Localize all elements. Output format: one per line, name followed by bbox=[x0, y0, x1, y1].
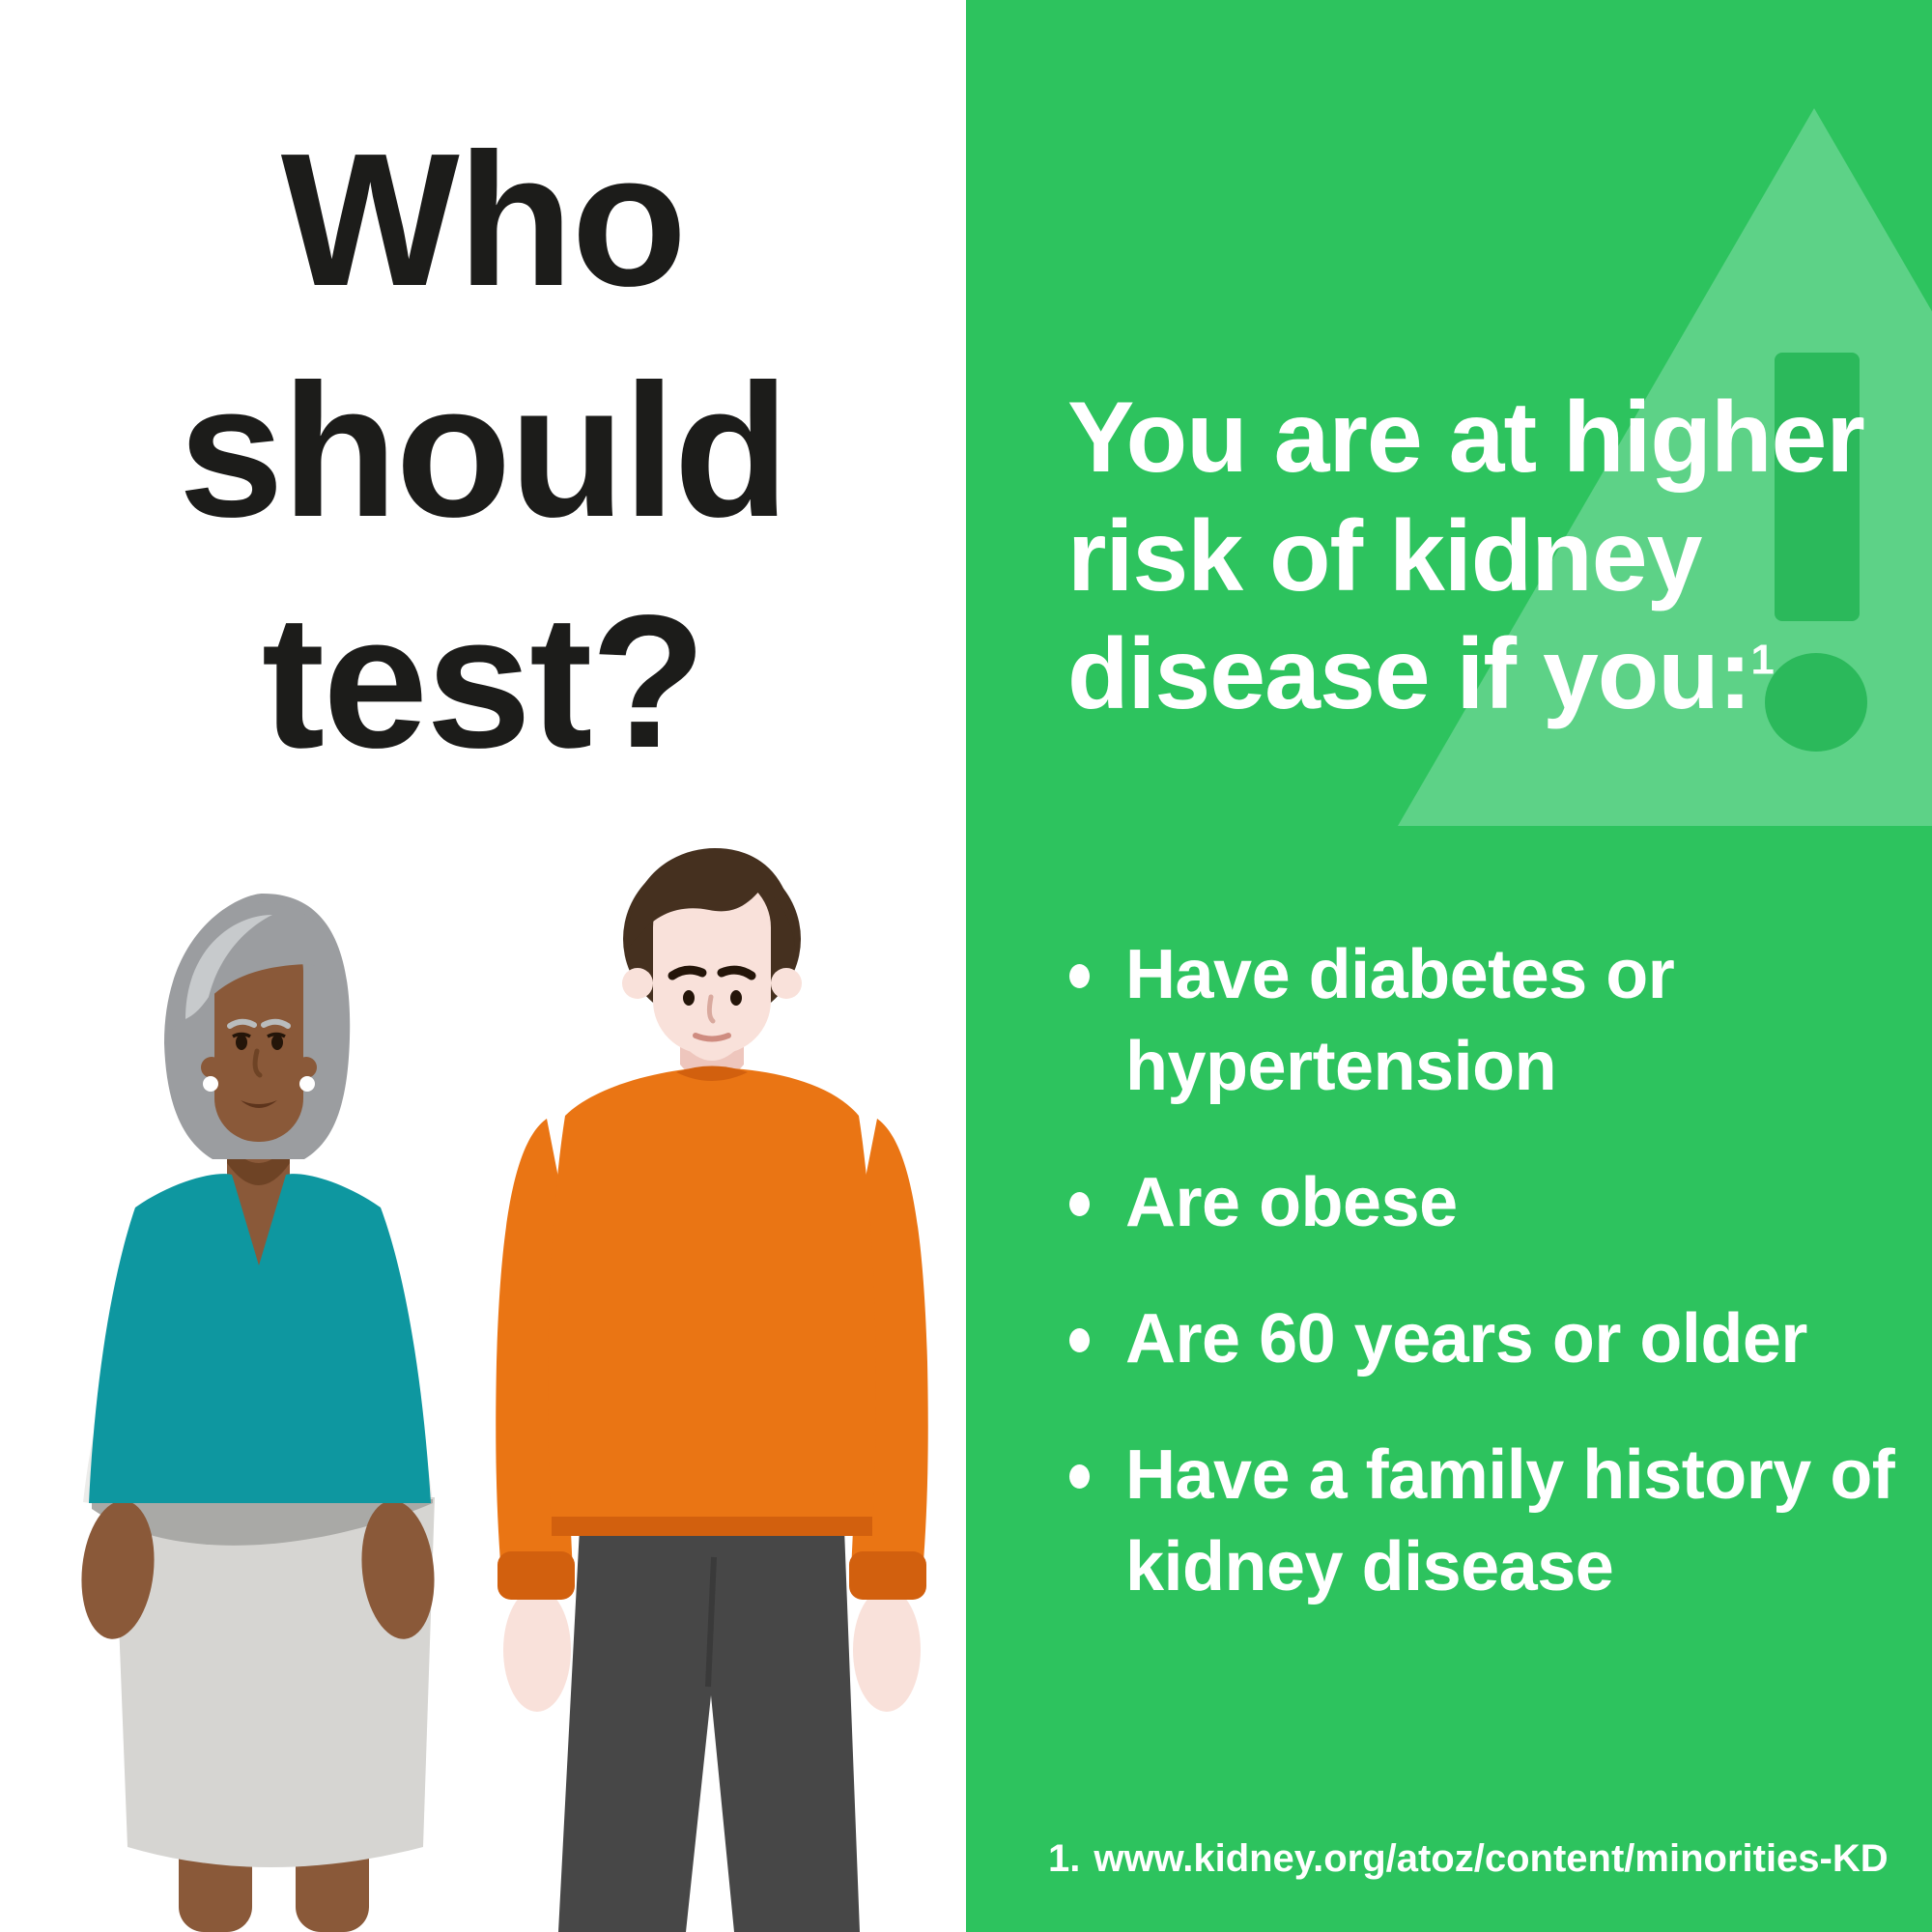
man-sweater-hem bbox=[552, 1517, 872, 1536]
man-left-eyebrow bbox=[668, 965, 707, 980]
woman-neck-shadow bbox=[227, 1142, 290, 1185]
heading-line-1: You are at higher bbox=[1067, 382, 1865, 494]
list-item-label: Have diabetes or hypertension bbox=[1125, 936, 1675, 1106]
man-right-eye bbox=[730, 990, 742, 1006]
left-panel: Who should test? bbox=[81, 114, 928, 1932]
woman-right-earring bbox=[299, 1076, 315, 1092]
woman-right-eye bbox=[271, 1035, 283, 1050]
list-item-obese: Are obese bbox=[1067, 1157, 1898, 1249]
page-title: Who should test? bbox=[178, 114, 789, 788]
woman-left-eyebrow bbox=[227, 1018, 257, 1029]
man-collar bbox=[676, 1065, 748, 1081]
woman-left-eye bbox=[236, 1035, 247, 1050]
woman-hair-highlight bbox=[185, 915, 272, 1019]
woman-right-eyebrow bbox=[261, 1018, 291, 1029]
man-right-cuff bbox=[849, 1551, 926, 1600]
footnote: 1. www.kidney.org/atoz/content/minoritie… bbox=[1048, 1835, 1898, 1882]
woman-left-earring bbox=[203, 1076, 218, 1092]
heading-footnote-ref: 1 bbox=[1750, 636, 1774, 684]
man-right-ear bbox=[771, 968, 802, 999]
heading-line-2: risk of kidney bbox=[1067, 499, 1702, 612]
younger-man-figure bbox=[496, 848, 928, 1932]
man-right-hand bbox=[853, 1588, 921, 1712]
woman-skirt-shadow bbox=[92, 1499, 433, 1546]
warning-triangle-icon bbox=[1398, 108, 1932, 826]
list-item-label: Are obese bbox=[1125, 1164, 1458, 1242]
man-left-hand bbox=[503, 1588, 571, 1712]
heading-line-3-text: disease if you: bbox=[1067, 618, 1751, 731]
woman-hair-fringe bbox=[169, 901, 347, 1032]
man-sweater-torso bbox=[548, 1067, 876, 1534]
panel-heading: You are at higher risk of kidney disease… bbox=[1067, 379, 1908, 734]
woman-left-hand bbox=[81, 1500, 155, 1639]
woman-skirt bbox=[114, 1497, 435, 1867]
people-illustration bbox=[81, 848, 928, 1932]
man-nose bbox=[706, 994, 716, 1024]
woman-vest bbox=[89, 1174, 431, 1503]
exclamation-bar bbox=[1775, 353, 1860, 621]
man-right-eyebrow bbox=[717, 965, 756, 980]
list-item-label: Have a family history of kidney disease bbox=[1125, 1436, 1895, 1606]
bullet-icon bbox=[1069, 964, 1090, 988]
footnote-number: 1. bbox=[1048, 1837, 1081, 1880]
bullet-icon bbox=[1069, 1464, 1090, 1490]
bullet-icon bbox=[1069, 1328, 1090, 1353]
footnote-url: www.kidney.org/atoz/content/minorities-K… bbox=[1094, 1837, 1889, 1880]
risk-panel: You are at higher risk of kidney disease… bbox=[966, 0, 1932, 1932]
woman-lips bbox=[241, 1100, 277, 1108]
list-item-family-history: Have a family history of kidney disease bbox=[1067, 1430, 1898, 1613]
man-pants-crease bbox=[705, 1556, 717, 1688]
man-hair-fringe bbox=[627, 848, 796, 949]
woman-right-eyelid bbox=[267, 1032, 286, 1038]
woman-left-eyelid bbox=[232, 1032, 251, 1038]
woman-right-hand bbox=[361, 1500, 435, 1639]
bullet-icon bbox=[1069, 1192, 1090, 1217]
man-pants bbox=[558, 1528, 860, 1932]
woman-face bbox=[214, 927, 303, 1142]
man-left-eye bbox=[683, 990, 695, 1006]
man-left-cuff bbox=[497, 1551, 575, 1600]
list-item-age-60: Are 60 years or older bbox=[1067, 1293, 1898, 1385]
exclamation-dot bbox=[1765, 653, 1867, 752]
heading-line-3: disease if you:1 bbox=[1067, 615, 1908, 734]
older-woman-figure bbox=[81, 894, 435, 1932]
man-face bbox=[653, 874, 771, 1054]
list-item-label: Are 60 years or older bbox=[1125, 1300, 1807, 1378]
man-left-ear bbox=[622, 968, 653, 999]
warning-triangle-shape bbox=[1398, 108, 1932, 826]
list-item-diabetes-hypertension: Have diabetes or hypertension bbox=[1067, 929, 1898, 1113]
woman-nose bbox=[252, 1048, 263, 1078]
man-mouth bbox=[693, 1033, 731, 1042]
risk-factor-list: Have diabetes or hypertension Are obese … bbox=[1067, 929, 1918, 1658]
